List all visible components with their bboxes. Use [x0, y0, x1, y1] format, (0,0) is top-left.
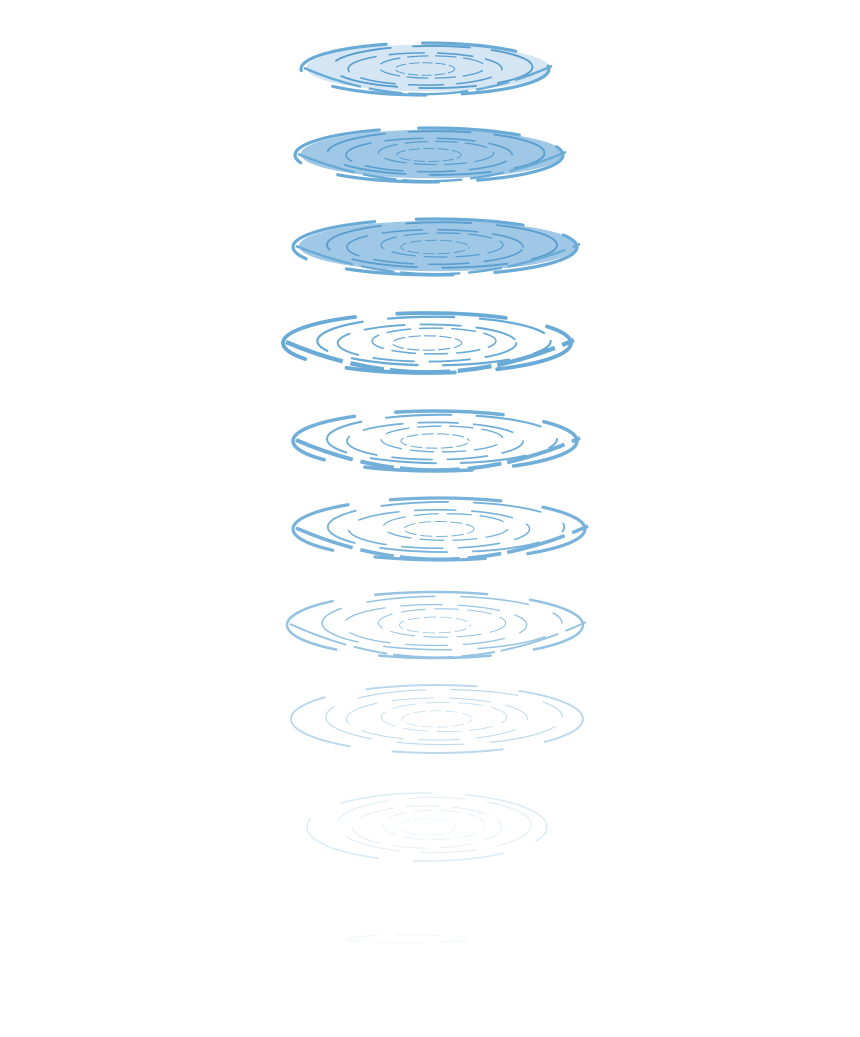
ripple-ring: [382, 810, 486, 840]
ripple-sprite: [291, 496, 589, 562]
ripple-frame-2: [280, 106, 600, 202]
ripple-edge: [285, 338, 575, 375]
ripple-edge: [295, 524, 589, 562]
ripple-ring: [377, 140, 495, 166]
ripple-sprite: [290, 684, 584, 754]
ripple-ring: [397, 818, 457, 836]
ripple-ring: [396, 148, 462, 162]
ripple-ring: [400, 433, 470, 449]
ripple-ring: [291, 409, 579, 473]
ripple-ring: [326, 500, 566, 554]
ripple-ring: [347, 508, 531, 550]
ripple-ring: [321, 595, 563, 651]
ripple-ring: [290, 684, 584, 754]
ripple-sprite: [291, 217, 581, 277]
ripple-ring: [325, 413, 559, 465]
ripple-ring: [330, 44, 534, 90]
ripple-ring: [347, 52, 503, 86]
ripple-sprite: [281, 311, 575, 375]
ripple-ring: [346, 421, 524, 461]
ripple-ring: [291, 496, 587, 562]
ripple-ring: [346, 697, 528, 741]
ripple-ring: [281, 311, 573, 375]
ripple-edge: [295, 242, 581, 276]
ripple-ring: [401, 710, 473, 728]
ripple-ring: [342, 603, 528, 647]
ripple-edge: [289, 621, 587, 659]
ripple-ring: [394, 62, 456, 76]
ripple-frame-7: [280, 576, 600, 672]
ripple-edge: [295, 436, 581, 473]
ripple-edge: [303, 64, 553, 96]
ripple-ring: [325, 688, 563, 746]
ripple-sprite: [293, 126, 567, 184]
ripple-frame-8: [280, 670, 600, 766]
ripple-ring: [391, 335, 463, 351]
ripple-sprite: [306, 792, 548, 862]
ripple-frame-9: [280, 778, 600, 874]
ripple-ring: [377, 608, 507, 638]
ripple-frame-5: [280, 392, 600, 488]
ripple-ring: [346, 934, 468, 944]
ripple-sprite: [346, 934, 468, 944]
ripple-frame-6: [280, 480, 600, 576]
ripple-ring: [345, 137, 513, 173]
ripple-ring: [285, 590, 585, 660]
ripple-frame-3: [280, 198, 600, 294]
ripple-frame-1: [280, 20, 600, 116]
ripple-ring: [380, 425, 504, 453]
ripple-ring: [346, 228, 524, 266]
ripple-sprite: [299, 41, 553, 97]
ripple-frame-10: [280, 884, 600, 980]
ripple-ring: [352, 805, 502, 849]
ripple-ring: [326, 221, 558, 269]
ripple-ring: [400, 239, 470, 255]
ripple-edge: [297, 150, 567, 183]
ripple-ring: [336, 323, 518, 363]
ripple-ring: [371, 327, 497, 355]
ripple-ring: [326, 130, 546, 176]
ripple-ring: [336, 796, 532, 854]
ripple-ring: [380, 232, 504, 258]
ripple-sprite: [291, 409, 581, 473]
ripple-ring: [380, 701, 508, 733]
ripple-ring: [306, 792, 548, 862]
ripple-ring: [316, 315, 552, 367]
ripple-ring: [403, 521, 475, 537]
ripple-ring: [399, 616, 471, 634]
ripple-disk: [298, 220, 578, 272]
ripple-sprite: [285, 590, 587, 660]
ripple-frame-4: [280, 294, 600, 390]
